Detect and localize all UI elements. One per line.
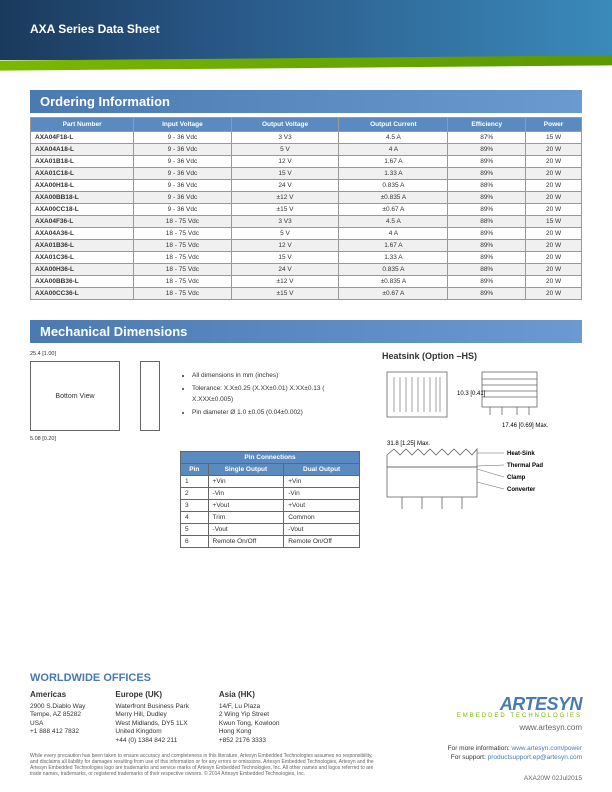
svg-text:Clamp: Clamp: [507, 475, 526, 481]
dimension-notes: All dimensions in mm (inches) Tolerance: …: [180, 371, 330, 422]
pin-row: 4TrimCommon: [181, 512, 360, 524]
svg-text:Thermal Pad: Thermal Pad: [507, 463, 543, 469]
heatsink-title: Heatsink (Option –HS): [382, 351, 582, 361]
pin-row: 1+Vin+Vin: [181, 476, 360, 488]
office-name: Americas: [30, 690, 85, 700]
table-row: AXA04A36-L18 - 75 Vdc5 V4 A89%20 W: [31, 228, 582, 240]
logo-text: ARTESYN: [457, 694, 582, 715]
dim-width: 25.4 [1.00]: [30, 351, 56, 357]
table-row: AXA01B36-L18 - 75 Vdc12 V1.67 A89%20 W: [31, 240, 582, 252]
note-item: Tolerance: X.X±0.25 (X.XX±0.01) X.XX±0.1…: [192, 384, 330, 405]
office-block: Europe (UK)Waterfront Business ParkMerry…: [115, 690, 188, 745]
heatsink-section: Heatsink (Option –HS) 10.3 [0.41] 17.46 …: [382, 351, 582, 529]
logo-subtitle: EMBEDDED TECHNOLOGIES: [457, 713, 582, 719]
table-row: AXA04F36-L18 - 75 Vdc3 V34.5 A88%15 W: [31, 216, 582, 228]
column-header: Output Current: [339, 118, 448, 132]
pin-connections-table: Pin Connections PinSingle OutputDual Out…: [180, 451, 360, 548]
column-header: Part Number: [31, 118, 134, 132]
pin-row: 6Remote On/OffRemote On/Off: [181, 536, 360, 548]
svg-text:31.8 [1.25] Max.: 31.8 [1.25] Max.: [387, 441, 430, 447]
table-row: AXA01B18-L9 - 36 Vdc12 V1.67 A89%20 W: [31, 156, 582, 168]
office-name: Asia (HK): [219, 690, 280, 700]
table-row: AXA00H18-L9 - 36 Vdc24 V0.835 A88%20 W: [31, 180, 582, 192]
side-view-diagram: [140, 361, 160, 431]
column-header: Power: [526, 118, 582, 132]
table-row: AXA00BB18-L9 - 36 Vdc±12 V±0.835 A89%20 …: [31, 192, 582, 204]
ordering-table: Part NumberInput VoltageOutput VoltageOu…: [30, 117, 582, 300]
pin-row: 5-Vout-Vout: [181, 524, 360, 536]
table-row: AXA01C36-L18 - 75 Vdc15 V1.33 A89%20 W: [31, 252, 582, 264]
page-id: AXA20W 02Jul2015: [524, 775, 582, 782]
svg-text:Heat-Sink: Heat-Sink: [507, 451, 535, 457]
page-header: AXA Series Data Sheet: [0, 0, 612, 60]
column-header: Output Voltage: [231, 118, 339, 132]
pin-title: Pin Connections: [181, 452, 360, 464]
table-row: AXA00CC18-L9 - 36 Vdc±15 V±0.67 A89%20 W: [31, 204, 582, 216]
office-block: Americas2900 S.Diablo WayTempe, AZ 85282…: [30, 690, 85, 745]
dim-pin: 5.08 [0.20]: [30, 436, 56, 442]
column-header: Efficiency: [448, 118, 526, 132]
svg-text:17.46 [0.69] Max.: 17.46 [0.69] Max.: [502, 423, 549, 429]
table-row: AXA00BB36-L18 - 75 Vdc±12 V±0.835 A89%20…: [31, 276, 582, 288]
info-link[interactable]: www.artesyn.com/power: [512, 745, 582, 752]
heatsink-diagram: 10.3 [0.41] 17.46 [0.69] Max. 31.8 [1.25…: [382, 367, 582, 527]
mechanical-title: Mechanical Dimensions: [30, 320, 582, 343]
office-block: Asia (HK)14/F, Lu Plaza2 Wing Yip Street…: [219, 690, 280, 745]
table-row: AXA00H36-L18 - 75 Vdc24 V0.835 A88%20 W: [31, 264, 582, 276]
ordering-title: Ordering Information: [30, 90, 582, 113]
table-row: AXA01C18-L9 - 36 Vdc15 V1.33 A89%20 W: [31, 168, 582, 180]
table-row: AXA04F18-L9 - 36 Vdc3 V34.5 A87%15 W: [31, 132, 582, 144]
mechanical-area: 25.4 [1.00] Bottom View 5.08 [0.20] All …: [30, 351, 582, 581]
logo-url: www.artesyn.com: [457, 723, 582, 732]
pin-row: 2-Vin-Vin: [181, 488, 360, 500]
svg-text:10.3 [0.41]: 10.3 [0.41]: [457, 391, 486, 397]
support-link[interactable]: productsupport.ep@artesyn.com: [488, 754, 582, 761]
table-row: AXA00CC36-L18 - 75 Vdc±15 V±0.67 A89%20 …: [31, 288, 582, 300]
pin-row: 3+Vout+Vout: [181, 500, 360, 512]
footer-links: For more information: www.artesyn.com/po…: [448, 744, 582, 762]
note-item: All dimensions in mm (inches): [192, 371, 330, 381]
svg-text:Converter: Converter: [507, 487, 536, 493]
disclaimer-text: While every precaution has been taken to…: [30, 753, 380, 777]
column-header: Input Voltage: [134, 118, 231, 132]
header-title: AXA Series Data Sheet: [0, 0, 612, 36]
bottom-view-diagram: Bottom View: [30, 361, 120, 431]
note-item: Pin diameter Ø 1.0 ±0.05 (0.04±0.002): [192, 408, 330, 418]
table-row: AXA04A18-L9 - 36 Vdc5 V4 A89%20 W: [31, 144, 582, 156]
offices-title: WORLDWIDE OFFICES: [30, 672, 582, 684]
logo-area: ARTESYN EMBEDDED TECHNOLOGIES www.artesy…: [457, 694, 582, 732]
page-footer: WORLDWIDE OFFICES Americas2900 S.Diablo …: [0, 662, 612, 792]
office-name: Europe (UK): [115, 690, 188, 700]
